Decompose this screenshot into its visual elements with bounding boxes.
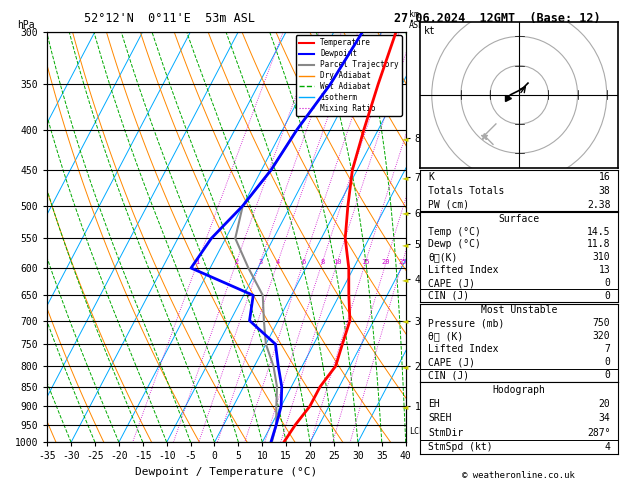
Text: 3: 3 <box>258 260 262 265</box>
Text: Hodograph: Hodograph <box>493 385 546 395</box>
Text: Totals Totals: Totals Totals <box>428 186 504 196</box>
Text: CAPE (J): CAPE (J) <box>428 278 475 288</box>
Text: km
ASL: km ASL <box>409 10 425 30</box>
Text: 11.8: 11.8 <box>587 240 610 249</box>
Text: 0: 0 <box>604 278 610 288</box>
Text: 25: 25 <box>398 260 407 265</box>
Text: ◄: ◄ <box>403 362 409 371</box>
Text: Most Unstable: Most Unstable <box>481 305 557 315</box>
Text: StmSpd (kt): StmSpd (kt) <box>428 442 493 452</box>
Text: ◄: ◄ <box>403 208 409 217</box>
Text: 750: 750 <box>593 318 610 328</box>
Text: SREH: SREH <box>428 414 452 423</box>
Text: ◄: ◄ <box>403 240 409 249</box>
Text: PW (cm): PW (cm) <box>428 200 469 209</box>
Text: 2.38: 2.38 <box>587 200 610 209</box>
X-axis label: Dewpoint / Temperature (°C): Dewpoint / Temperature (°C) <box>135 467 318 477</box>
Text: 0: 0 <box>604 357 610 367</box>
Text: hPa: hPa <box>17 19 35 30</box>
Text: 7: 7 <box>604 344 610 354</box>
Text: 15: 15 <box>361 260 370 265</box>
Text: 1: 1 <box>196 260 200 265</box>
Text: 287°: 287° <box>587 428 610 438</box>
Text: 27.06.2024  12GMT  (Base: 12): 27.06.2024 12GMT (Base: 12) <box>394 12 600 25</box>
Text: Temp (°C): Temp (°C) <box>428 226 481 237</box>
Text: 320: 320 <box>593 331 610 341</box>
Text: 13: 13 <box>599 265 610 275</box>
Text: 0: 0 <box>604 370 610 380</box>
Text: 310: 310 <box>593 252 610 262</box>
Text: EH: EH <box>428 399 440 409</box>
Text: Mixing Ratio (g/kg): Mixing Ratio (g/kg) <box>425 190 435 284</box>
Text: 2: 2 <box>234 260 238 265</box>
Text: 8: 8 <box>320 260 325 265</box>
Text: CIN (J): CIN (J) <box>428 370 469 380</box>
Text: 6: 6 <box>301 260 306 265</box>
Text: θᴇ(K): θᴇ(K) <box>428 252 457 262</box>
Text: Lifted Index: Lifted Index <box>428 344 499 354</box>
Text: Pressure (mb): Pressure (mb) <box>428 318 504 328</box>
Text: 34: 34 <box>599 414 610 423</box>
Text: Surface: Surface <box>499 214 540 224</box>
Text: CAPE (J): CAPE (J) <box>428 357 475 367</box>
Text: 14.5: 14.5 <box>587 226 610 237</box>
Text: CIN (J): CIN (J) <box>428 291 469 301</box>
Text: 4: 4 <box>604 442 610 452</box>
Text: LCL: LCL <box>409 427 425 435</box>
Text: K: K <box>428 172 434 182</box>
Text: StmDir: StmDir <box>428 428 464 438</box>
Text: 4: 4 <box>276 260 280 265</box>
Text: ◄: ◄ <box>403 275 409 284</box>
Text: ◄: ◄ <box>403 173 409 182</box>
Text: 20: 20 <box>599 399 610 409</box>
Text: © weatheronline.co.uk: © weatheronline.co.uk <box>462 471 576 480</box>
Text: ◄: ◄ <box>403 402 409 411</box>
Text: kt: kt <box>424 26 436 36</box>
Text: 16: 16 <box>599 172 610 182</box>
Text: 0: 0 <box>604 291 610 301</box>
Text: ◄: ◄ <box>403 316 409 325</box>
Text: 38: 38 <box>599 186 610 196</box>
Text: Dewp (°C): Dewp (°C) <box>428 240 481 249</box>
Legend: Temperature, Dewpoint, Parcel Trajectory, Dry Adiabat, Wet Adiabat, Isotherm, Mi: Temperature, Dewpoint, Parcel Trajectory… <box>296 35 402 116</box>
Text: θᴇ (K): θᴇ (K) <box>428 331 464 341</box>
Text: Lifted Index: Lifted Index <box>428 265 499 275</box>
Text: 52°12'N  0°11'E  53m ASL: 52°12'N 0°11'E 53m ASL <box>84 12 255 25</box>
Text: 10: 10 <box>333 260 342 265</box>
Text: ◄: ◄ <box>403 134 409 142</box>
Text: 20: 20 <box>382 260 391 265</box>
